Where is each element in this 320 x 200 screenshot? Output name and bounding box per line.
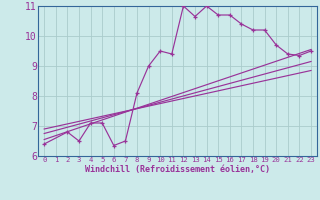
X-axis label: Windchill (Refroidissement éolien,°C): Windchill (Refroidissement éolien,°C) [85,165,270,174]
